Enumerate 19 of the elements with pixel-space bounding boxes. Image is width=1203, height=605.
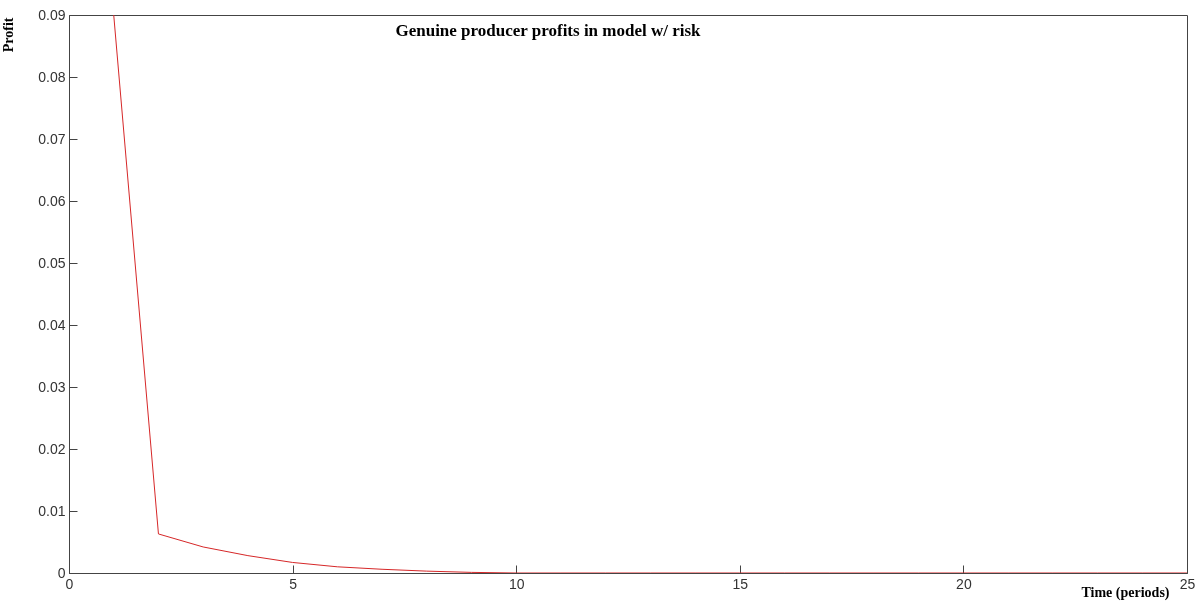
chart-title: Genuine producer profits in model w/ risk [395, 21, 702, 40]
x-axis-title: Time (periods) [1081, 584, 1170, 601]
x-tick-label: 25 [1179, 575, 1196, 592]
y-tick-label: 0.02 [38, 440, 66, 457]
y-axis-title: Profit [0, 17, 16, 53]
y-tick-label: 0.08 [38, 68, 66, 85]
x-tick-label: 10 [508, 575, 525, 592]
y-tick-label: 0.06 [38, 192, 66, 209]
y-tick-label: 0.07 [38, 130, 66, 147]
y-tick-label: 0 [57, 564, 66, 581]
y-tick-label: 0.05 [38, 254, 66, 271]
line-series [113, 15, 1187, 573]
y-tick-label: 0.03 [38, 378, 66, 395]
y-tick-label: 0.09 [38, 6, 66, 23]
x-tick-label: 20 [956, 575, 972, 592]
x-tick-label: 15 [732, 575, 749, 592]
x-tick-label: 5 [289, 575, 298, 592]
y-tick-label: 0.01 [38, 502, 66, 519]
y-tick-label: 0.04 [38, 316, 66, 333]
